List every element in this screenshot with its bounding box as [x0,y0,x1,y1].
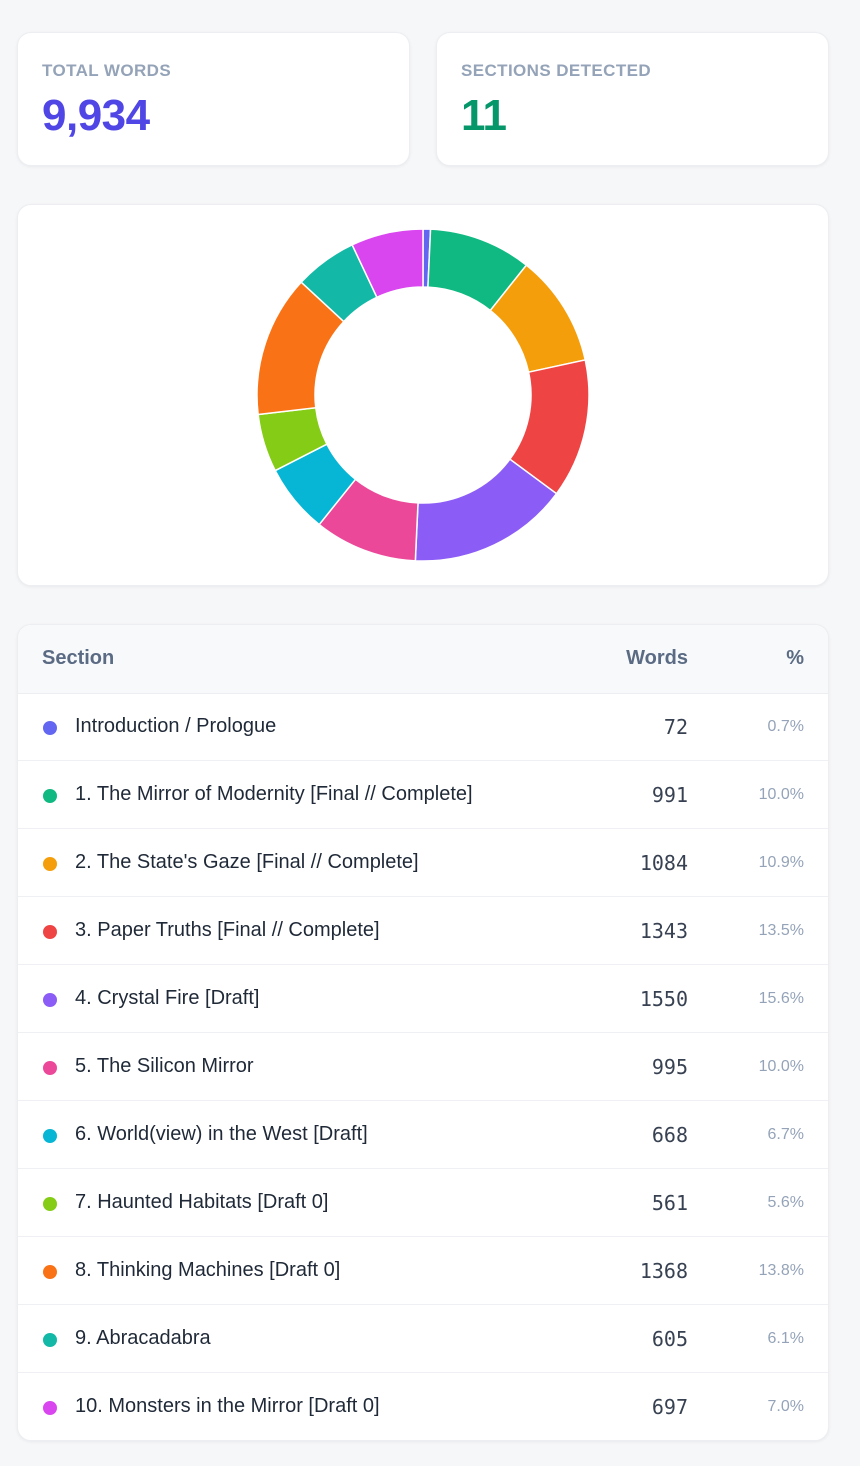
total-words-value: 9,934 [42,91,150,140]
donut-slice-11 [351,228,424,299]
section-name: 3. Paper Truths [Final // Complete] [75,919,380,941]
section-percent: 0.7% [767,718,804,735]
color-dot-icon [43,1129,57,1143]
table-row: 8. Thinking Machines [Draft 0] 1368 13.8% [18,1237,828,1305]
section-name: 5. The Silicon Mirror [75,1055,254,1077]
header-percent: % [786,647,804,669]
section-word-count: 1343 [639,919,688,943]
section-word-count: 561 [651,1191,688,1215]
color-dot-icon [43,721,57,735]
color-dot-icon [43,925,57,939]
total-words-label: TOTAL WORDS [42,61,172,80]
section-word-count: 605 [651,1327,688,1351]
section-name: 4. Crystal Fire [Draft] [75,987,260,1009]
sections-detected-value: 11 [461,91,507,140]
header-section: Section [42,647,115,669]
color-dot-icon [43,1401,57,1415]
section-percent: 13.5% [758,922,804,939]
color-dot-icon [43,857,57,871]
color-dot-icon [43,993,57,1007]
section-name: 9. Abracadabra [75,1327,211,1349]
section-percent: 10.9% [758,854,804,871]
section-word-count: 697 [651,1395,688,1419]
section-percent: 7.0% [767,1398,804,1415]
color-dot-icon [43,789,57,803]
section-name: 2. The State's Gaze [Final // Complete] [75,851,419,873]
total-words-card: TOTAL WORDS 9,934 [17,32,410,166]
table-row: 4. Crystal Fire [Draft] 1550 15.6% [18,965,828,1033]
table-row: Introduction / Prologue 72 0.7% [18,693,828,761]
section-word-count: 991 [651,783,688,807]
sections-detected-card: SECTIONS DETECTED 11 [436,32,829,166]
color-dot-icon [43,1333,57,1347]
sections-table: Section Words % Introduction / Prologue 7… [17,624,829,1441]
donut-chart [256,228,590,562]
section-name: 1. The Mirror of Modernity [Final // Com… [75,783,473,805]
section-name: 6. World(view) in the West [Draft] [75,1123,368,1145]
section-percent: 10.0% [758,1058,804,1075]
table-body: Introduction / Prologue 72 0.7% 1. The Mirr… [18,693,828,1440]
section-percent: 6.1% [767,1330,804,1347]
table-row: 2. The State's Gaze [Final // Complete] 1… [18,829,828,897]
table-row: 6. World(view) in the West [Draft] 668 6.7… [18,1101,828,1169]
section-percent: 5.6% [767,1194,804,1211]
section-name: Introduction / Prologue [75,715,277,737]
color-dot-icon [43,1265,57,1279]
table-header: Section Words % [18,625,828,694]
donut-chart-card [17,204,829,586]
section-word-count: 1550 [639,987,688,1011]
section-percent: 15.6% [758,990,804,1007]
color-dot-icon [43,1197,57,1211]
section-word-count: 995 [651,1055,688,1079]
section-name: 8. Thinking Machines [Draft 0] [75,1259,341,1281]
section-percent: 10.0% [758,786,804,803]
section-name: 10. Monsters in the Mirror [Draft 0] [75,1395,380,1417]
section-name: 7. Haunted Habitats [Draft 0] [75,1191,329,1213]
table-row: 1. The Mirror of Modernity [Final // Com… [18,761,828,829]
table-row: 9. Abracadabra 605 6.1% [18,1305,828,1373]
table-row: 7. Haunted Habitats [Draft 0] 561 5.6% [18,1169,828,1237]
section-word-count: 72 [663,715,688,739]
table-row: 10. Monsters in the Mirror [Draft 0] 697 7… [18,1373,828,1440]
section-percent: 13.8% [758,1262,804,1279]
header-words: Words [626,647,688,669]
section-percent: 6.7% [767,1126,804,1143]
table-row: 3. Paper Truths [Final // Complete] 1343 1… [18,897,828,965]
section-word-count: 1084 [639,851,688,875]
table-row: 5. The Silicon Mirror 995 10.0% [18,1033,828,1101]
section-word-count: 1368 [639,1259,688,1283]
sections-detected-label: SECTIONS DETECTED [461,61,652,80]
color-dot-icon [43,1061,57,1075]
section-word-count: 668 [651,1123,688,1147]
